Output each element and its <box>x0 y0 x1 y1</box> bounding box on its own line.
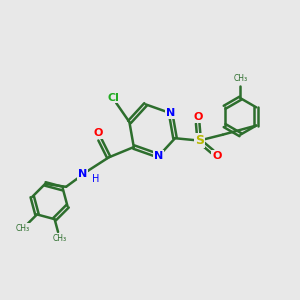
Text: CH₃: CH₃ <box>16 224 30 233</box>
Text: N: N <box>78 169 88 179</box>
Text: S: S <box>195 134 204 147</box>
Text: N: N <box>154 151 164 161</box>
Text: Cl: Cl <box>107 93 119 103</box>
Text: CH₃: CH₃ <box>233 74 248 83</box>
Text: N: N <box>166 108 175 118</box>
Text: O: O <box>193 112 202 122</box>
Text: H: H <box>92 174 99 184</box>
Text: O: O <box>94 128 103 138</box>
Text: O: O <box>212 151 221 161</box>
Text: CH₃: CH₃ <box>53 234 67 243</box>
